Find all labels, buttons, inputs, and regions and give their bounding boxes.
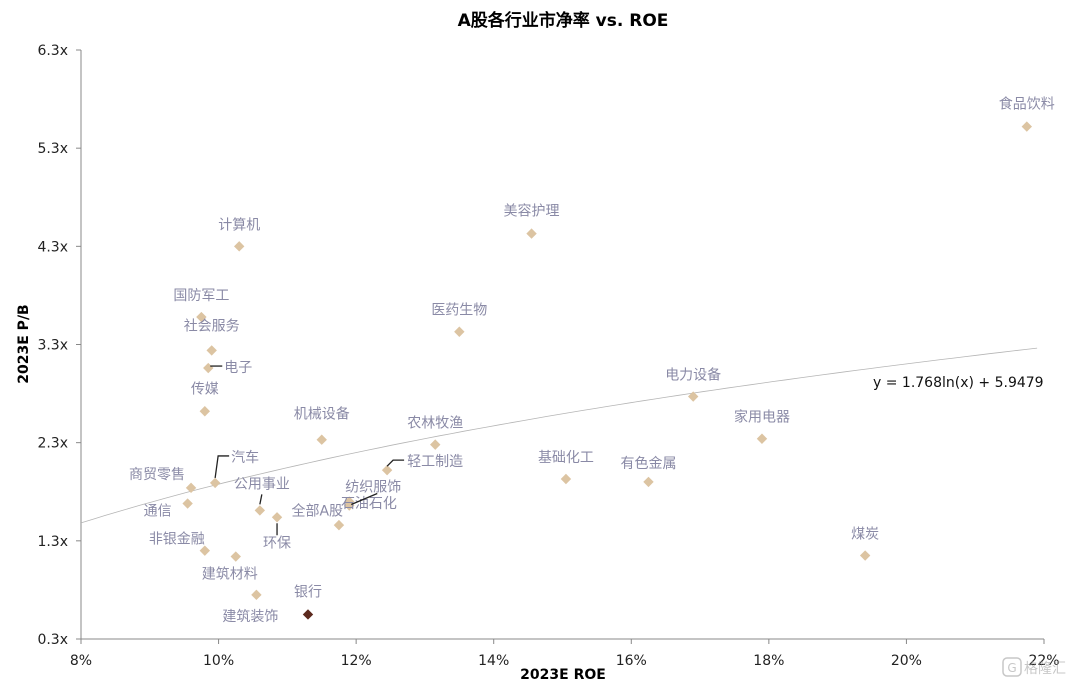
data-point — [859, 550, 871, 561]
y-tick-label: 3.3x — [37, 338, 68, 354]
leader-line — [386, 459, 405, 467]
point-label: 银行 — [294, 584, 322, 600]
y-tick-label: 5.3x — [37, 141, 68, 157]
point-label: 家用电器 — [734, 409, 790, 426]
data-point — [687, 391, 699, 402]
point-label: 美容护理 — [504, 203, 560, 220]
point-label: 机械设备 — [294, 406, 350, 423]
point-label: 公用事业 — [234, 476, 290, 492]
points-group — [182, 121, 1033, 620]
point-label: 建筑装饰 — [222, 609, 278, 625]
point-label: 商贸零售 — [129, 467, 185, 483]
data-point — [203, 362, 214, 374]
leader-line — [259, 494, 263, 505]
point-label: 基础化工 — [538, 449, 594, 466]
x-tick-label: 8% — [70, 653, 92, 669]
data-point — [526, 228, 537, 239]
leader-lines — [210, 365, 405, 536]
point-label: 国防军工 — [173, 288, 229, 304]
point-label: 计算机 — [218, 217, 260, 233]
data-point — [206, 345, 217, 356]
data-point — [199, 406, 211, 417]
x-axis-title: 2023E ROE — [520, 667, 606, 683]
point-label: 环保 — [263, 535, 291, 551]
data-point — [182, 498, 193, 509]
point-label: 有色金属 — [620, 455, 676, 472]
point-label: 电子 — [224, 360, 252, 376]
data-point — [756, 433, 768, 444]
trendline-group — [80, 347, 1038, 524]
data-point — [230, 551, 241, 562]
data-point — [196, 311, 207, 323]
trendline — [80, 347, 1038, 524]
point-label: 通信 — [144, 504, 172, 520]
y-tick-label: 6.3x — [37, 43, 68, 59]
data-point — [251, 589, 262, 601]
point-label: 医药生物 — [431, 303, 487, 319]
data-point — [199, 545, 211, 556]
point-label: 建筑材料 — [202, 567, 258, 583]
point-label: 轻工制造 — [407, 454, 463, 470]
point-label: 汽车 — [231, 449, 259, 466]
data-point — [302, 609, 314, 620]
axes: 8% 10% 12% 14% 16% 18% 20% 22% 0.3x 1.3x 2.3x 3.3x 4… — [37, 43, 1059, 669]
data-point — [271, 512, 283, 523]
data-point — [560, 473, 572, 485]
x-tick-label: 14% — [478, 653, 509, 669]
data-point — [381, 464, 393, 476]
point-label: 纺织服饰 — [345, 479, 401, 495]
x-tick-label: 20% — [891, 653, 922, 669]
y-tick-label: 1.3x — [37, 534, 68, 550]
x-tick-label: 16% — [616, 653, 647, 669]
svg-text:G: G — [1007, 661, 1016, 675]
point-label: 农林牧渔 — [407, 416, 463, 432]
x-tick-label: 18% — [753, 653, 784, 669]
data-point — [643, 476, 654, 488]
x-tick-label: 22% — [1028, 653, 1059, 669]
data-point — [333, 519, 345, 531]
x-tick-label: 12% — [341, 653, 372, 669]
y-axis-title: 2023E P/B — [16, 304, 32, 383]
leader-line — [351, 492, 378, 506]
point-label: 食品饮料 — [999, 96, 1055, 113]
data-point — [430, 439, 441, 450]
y-tick-label: 2.3x — [37, 436, 68, 452]
leader-line — [214, 455, 230, 479]
trendline-equation: y = 1.768ln(x) + 5.9479 — [873, 375, 1044, 391]
chart-title: A股各行业市净率 vs. ROE — [458, 10, 669, 31]
point-label: 社会服务 — [184, 318, 240, 334]
data-point — [254, 505, 266, 516]
data-point — [209, 477, 221, 489]
data-point — [1021, 121, 1033, 132]
y-tick-label: 4.3x — [37, 239, 68, 255]
data-point — [454, 326, 465, 337]
data-point — [185, 482, 197, 494]
point-label: 非银金融 — [149, 532, 205, 548]
point-label: 全部A股 — [291, 503, 343, 520]
watermark-logo: G 格隆汇 — [1002, 657, 1066, 677]
point-label: 传媒 — [191, 381, 219, 397]
point-label: 电力设备 — [665, 367, 721, 384]
y-tick-label: 0.3x — [37, 632, 68, 648]
point-label: 石油石化 — [341, 496, 397, 512]
svg-text:格隆汇: 格隆汇 — [1024, 661, 1066, 677]
data-point — [316, 434, 327, 445]
data-point — [234, 241, 245, 252]
point-label: 煤炭 — [851, 527, 879, 543]
x-tick-label: 10% — [203, 653, 234, 669]
